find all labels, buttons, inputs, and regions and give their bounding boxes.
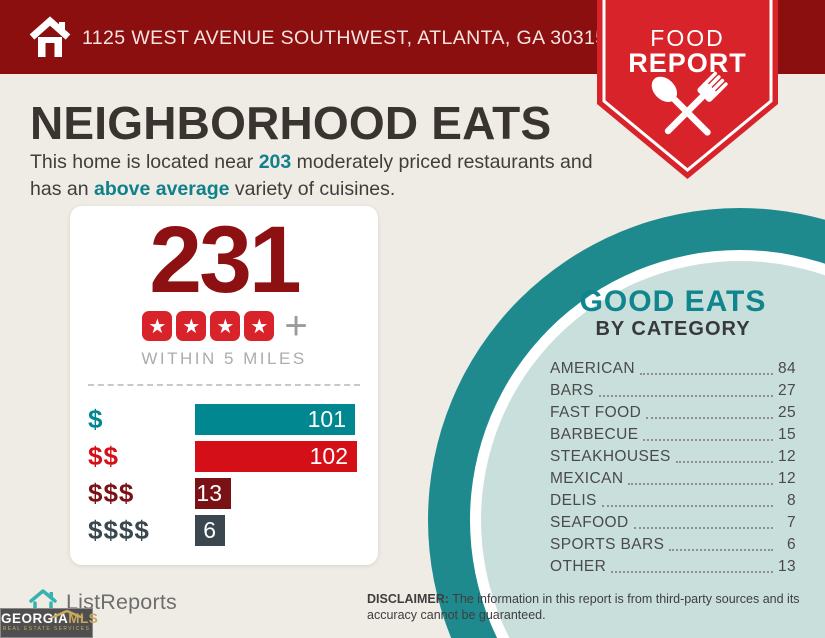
badge-title-line1: FOOD xyxy=(650,25,725,51)
price-tier-row: $$$ 13 xyxy=(88,477,360,509)
category-count: 8 xyxy=(786,492,796,509)
price-tier-row: $$$$ 6 xyxy=(88,514,360,546)
category-count: 6 xyxy=(786,536,796,553)
price-chart: $101 $$ 102 $$$ 13 $$$$ 6 xyxy=(88,403,360,546)
good-eats-subtitle: BY CATEGORY xyxy=(595,318,751,340)
property-address: 1125 WEST AVENUE SOUTHWEST, ATLANTA, GA … xyxy=(82,27,607,49)
category-name: SPORTS BARS xyxy=(550,536,665,553)
category-name: OTHER xyxy=(550,558,607,575)
spoon-icon xyxy=(651,76,711,136)
dotted-leader xyxy=(633,527,773,529)
dotted-leader xyxy=(601,505,773,507)
category-row: SPORTS BARS 6 xyxy=(550,532,796,554)
category-row: AMERICAN 84 xyxy=(550,356,796,378)
star-icon: ★ xyxy=(244,311,275,341)
price-tier-bar: 6 xyxy=(195,514,225,546)
mls-tagline: REAL ESTATE SERVICES xyxy=(2,626,91,632)
disclaimer: DISCLAIMER: The information in this repo… xyxy=(367,591,825,623)
variety-highlight: above average xyxy=(93,178,230,200)
category-row: FAST FOOD 25 xyxy=(550,400,796,422)
star-rating: ★ ★ ★ ★ + xyxy=(70,304,378,348)
disclaimer-line2: accuracy cannot be guaranteed. xyxy=(367,608,546,622)
restaurant-summary-card: 231 ★ ★ ★ ★ + WITHIN 5 MILES $101 $$ 102 $$$ 13 $… xyxy=(70,206,378,565)
total-restaurants-value: 231 xyxy=(149,207,302,313)
category-name: BARS xyxy=(550,382,594,399)
category-row: SEAFOOD 7 xyxy=(550,510,796,532)
badge-shape xyxy=(597,0,778,179)
price-tier-bar: 101 xyxy=(195,403,355,435)
price-tier-label: $$ xyxy=(88,440,119,471)
price-tier-row: $$ 102 xyxy=(88,440,360,472)
badge-title-line2: REPORT xyxy=(628,48,747,78)
category-name: AMERICAN xyxy=(550,360,636,377)
category-name: BARBECUE xyxy=(550,426,639,443)
dotted-leader xyxy=(669,549,773,551)
star-icon: ★ xyxy=(210,311,241,341)
price-tier-label: $$$$ xyxy=(88,514,150,545)
intro-paragraph: This home is located near 203 moderately… xyxy=(30,149,630,203)
category-count: 15 xyxy=(777,426,796,443)
category-name: FAST FOOD xyxy=(550,404,642,421)
intro-line2: has an above average variety of cuisines… xyxy=(30,178,396,200)
category-row: BARBECUE 15 xyxy=(550,422,796,444)
category-count: 13 xyxy=(777,558,796,575)
good-eats-panel: GOOD EATS BY CATEGORY AMERICAN 84 BARS 27 FA… xyxy=(550,287,796,576)
plus-sign: + xyxy=(284,304,308,348)
star-icon: ★ xyxy=(142,311,173,341)
food-report-badge: FOOD REPORT xyxy=(597,0,778,179)
star-icon: ★ xyxy=(176,311,207,341)
dotted-leader xyxy=(598,395,773,397)
fork-icon xyxy=(664,71,728,135)
category-name: MEXICAN xyxy=(550,470,624,487)
mls-roof-icon xyxy=(50,610,84,618)
category-row: BARS 27 xyxy=(550,378,796,400)
dotted-leader xyxy=(628,483,773,485)
price-tier-label: $ xyxy=(88,403,104,434)
dotted-leader xyxy=(643,439,773,441)
category-row: STEAKHOUSES 12 xyxy=(550,444,796,466)
georgia-mls-logo: GEORGIAMLS REAL ESTATE SERVICES xyxy=(0,608,98,638)
price-tier-bar: 13 xyxy=(195,477,231,509)
home-icon xyxy=(28,14,72,65)
category-count: 7 xyxy=(786,514,796,531)
category-count: 84 xyxy=(777,360,796,377)
category-row: OTHER 13 xyxy=(550,554,796,576)
good-eats-title: GOOD EATS xyxy=(579,285,767,318)
restaurant-count: 203 xyxy=(258,151,292,173)
dotted-leader xyxy=(646,417,773,419)
category-count: 27 xyxy=(777,382,796,399)
radius-label: WITHIN 5 MILES xyxy=(141,348,307,368)
category-name: SEAFOOD xyxy=(550,514,629,531)
intro-line1: This home is located near 203 moderately… xyxy=(30,151,593,173)
disclaimer-line1: DISCLAIMER: The information in this repo… xyxy=(367,592,800,606)
price-tier-bar: 102 xyxy=(195,440,357,472)
category-list: AMERICAN 84 BARS 27 FAST FOOD 25 BARBECUE 15 STE… xyxy=(550,356,796,576)
price-tier-row: $101 xyxy=(88,403,360,435)
dotted-leader xyxy=(611,571,773,573)
category-count: 12 xyxy=(777,448,796,465)
category-row: MEXICAN 12 xyxy=(550,466,796,488)
category-row: DELIS 8 xyxy=(550,488,796,510)
dashed-divider xyxy=(88,383,360,386)
category-count: 25 xyxy=(777,404,796,421)
dotted-leader xyxy=(675,461,773,463)
category-name: STEAKHOUSES xyxy=(550,448,671,465)
category-count: 12 xyxy=(777,470,796,487)
category-name: DELIS xyxy=(550,492,597,509)
page-title: NEIGHBORHOOD EATS xyxy=(30,97,552,149)
price-tier-label: $$$ xyxy=(88,477,135,508)
dotted-leader xyxy=(640,373,773,375)
